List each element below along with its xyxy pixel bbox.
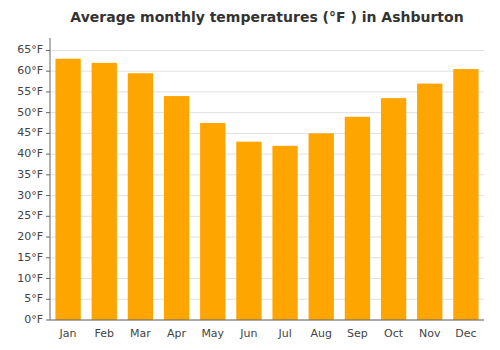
- x-tick-label: Jun: [239, 327, 257, 340]
- y-tick-label: 55°F: [17, 85, 43, 98]
- y-tick-label: 60°F: [17, 64, 43, 77]
- y-tick-label: 35°F: [17, 168, 43, 181]
- bar: [381, 98, 406, 320]
- x-tick-label: Apr: [167, 327, 187, 340]
- y-tick-label: 40°F: [17, 147, 43, 160]
- y-tick: [46, 216, 50, 217]
- bar: [92, 63, 117, 320]
- bar: [417, 84, 442, 320]
- bars: [55, 59, 478, 320]
- y-tick: [46, 174, 50, 175]
- y-tick: [46, 50, 50, 51]
- y-tick-label: 45°F: [17, 126, 43, 139]
- y-axis: 0°F 5°F 10°F 15°F 20°F 25°F 30°F 35°F 40°F 45°F 50…: [17, 43, 50, 326]
- x-tick-label: Aug: [311, 327, 332, 340]
- bar: [309, 133, 334, 320]
- x-tick-label: Oct: [384, 327, 404, 340]
- x-axis: Jan Feb Mar Apr May Jun Jul Aug Sep Oct Nov Dec: [59, 327, 477, 340]
- x-tick-label: Jan: [59, 327, 77, 340]
- x-tick-label: Dec: [455, 327, 476, 340]
- bar: [200, 123, 225, 320]
- bar: [236, 142, 261, 320]
- chart: Average monthly temperatures (°F ) in As…: [0, 0, 500, 350]
- y-tick: [46, 112, 50, 113]
- x-tick-label: Nov: [419, 327, 441, 340]
- bar: [453, 69, 478, 320]
- y-tick: [46, 320, 50, 321]
- y-axis-line: [50, 38, 51, 320]
- bar: [345, 117, 370, 320]
- x-tick-label: Jul: [277, 327, 291, 340]
- y-tick: [46, 154, 50, 155]
- bar: [272, 146, 297, 320]
- y-tick: [46, 91, 50, 92]
- bar: [164, 96, 189, 320]
- y-tick-label: 25°F: [17, 209, 43, 222]
- y-tick-label: 5°F: [24, 292, 43, 305]
- y-tick-label: 10°F: [17, 272, 43, 285]
- chart-container: Average monthly temperatures (°F ) in As…: [0, 0, 500, 350]
- x-tick-label: Mar: [130, 327, 151, 340]
- y-tick-label: 65°F: [17, 43, 43, 56]
- bar: [55, 59, 80, 320]
- y-tick: [46, 71, 50, 72]
- x-tick-label: May: [201, 327, 224, 340]
- y-tick: [46, 195, 50, 196]
- y-tick-label: 30°F: [17, 189, 43, 202]
- x-tick-label: Sep: [347, 327, 368, 340]
- y-tick: [46, 299, 50, 300]
- y-tick-label: 20°F: [17, 230, 43, 243]
- title: Average monthly temperatures (°F ) in As…: [70, 9, 463, 25]
- x-axis-line: [50, 320, 484, 321]
- y-tick-label: 0°F: [24, 313, 43, 326]
- bar: [128, 73, 153, 320]
- y-tick-label: 15°F: [17, 251, 43, 264]
- grid-line: [50, 320, 484, 321]
- y-tick: [46, 257, 50, 258]
- y-tick: [46, 278, 50, 279]
- y-grid: [50, 50, 484, 320]
- y-tick: [46, 237, 50, 238]
- y-tick: [46, 133, 50, 134]
- y-tick-label: 50°F: [17, 106, 43, 119]
- x-tick-label: Feb: [95, 327, 114, 340]
- grid-line: [50, 50, 484, 51]
